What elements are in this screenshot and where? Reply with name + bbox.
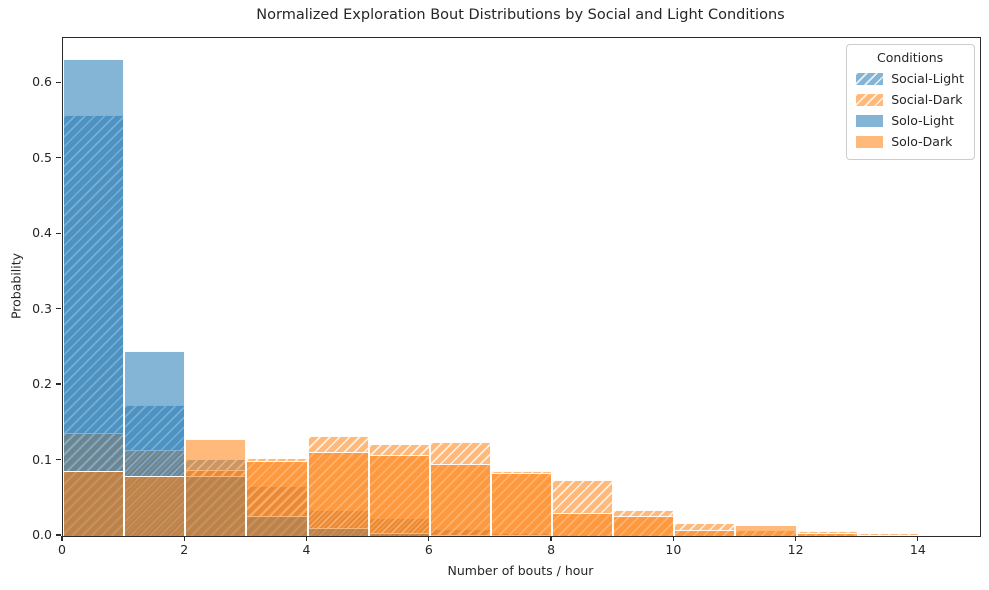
legend-title: Conditions xyxy=(877,50,944,65)
legend: Conditions Social-Light Social-Dark Solo-L… xyxy=(846,44,975,160)
solid-swatch-icon xyxy=(856,135,884,148)
bars-layer xyxy=(63,38,980,536)
solid-swatch-icon xyxy=(856,114,884,127)
x-tick-mark xyxy=(305,536,308,541)
x-tick-mark xyxy=(795,536,797,541)
x-tick-mark xyxy=(672,536,674,541)
x-tick-label: 6 xyxy=(424,542,433,557)
histogram-bar xyxy=(552,512,614,536)
y-tick-label: 0.6 xyxy=(32,74,52,90)
x-tick-label: 8 xyxy=(547,542,556,557)
y-tick-mark xyxy=(56,232,61,234)
x-axis-label: Number of bouts / hour xyxy=(447,563,594,578)
histogram-bar xyxy=(307,451,369,536)
legend-rows: Social-Light Social-Dark Solo-Light Solo-Da… xyxy=(856,68,964,152)
hatched-swatch-icon xyxy=(856,72,884,85)
histogram-bar xyxy=(857,532,919,536)
x-tick-label: 0 xyxy=(58,542,66,557)
x-tick-label: 12 xyxy=(787,542,804,557)
y-tick-label: 0.0 xyxy=(32,527,52,542)
legend-row: Social-Light xyxy=(856,68,964,89)
x-tick-mark xyxy=(61,536,63,541)
histogram-bar xyxy=(429,463,491,536)
histogram-bar xyxy=(124,476,186,536)
y-tick-label: 0.2 xyxy=(32,376,52,392)
x-tick-mark xyxy=(183,536,185,541)
hatched-swatch-icon xyxy=(856,93,884,106)
y-tick-label: 0.5 xyxy=(32,149,52,165)
histogram-bar xyxy=(490,472,553,536)
x-tick-mark xyxy=(428,536,430,541)
x-tick-mark xyxy=(917,536,919,541)
chart-title: Normalized Exploration Bout Distribution… xyxy=(256,7,785,23)
x-tick-label: 14 xyxy=(909,542,926,557)
legend-label: Social-Light xyxy=(891,71,964,86)
y-axis-label: Probability xyxy=(8,252,24,320)
histogram-bar xyxy=(63,471,125,536)
x-tick-label: 2 xyxy=(180,542,189,557)
histogram-bar xyxy=(185,439,247,536)
histogram-bar xyxy=(368,454,430,536)
x-tick-mark xyxy=(550,536,552,541)
histogram-bar xyxy=(735,524,797,536)
histogram-bar xyxy=(857,534,919,536)
y-tick-mark xyxy=(56,308,61,310)
y-tick-mark xyxy=(56,81,61,83)
x-tick-label: 10 xyxy=(665,542,682,557)
y-tick-mark xyxy=(56,534,61,536)
x-tick-label: 4 xyxy=(302,542,311,557)
legend-row: Solo-Dark xyxy=(856,131,964,152)
legend-label: Solo-Dark xyxy=(891,134,953,149)
y-tick-label: 0.1 xyxy=(32,451,52,467)
legend-label: Social-Dark xyxy=(891,92,963,107)
histogram-bar xyxy=(63,59,125,536)
y-tick-label: 0.3 xyxy=(32,300,52,316)
legend-row: Social-Dark xyxy=(856,89,964,110)
y-tick-label: 0.4 xyxy=(32,225,52,241)
y-tick-mark xyxy=(56,458,61,461)
histogram-bar xyxy=(918,535,980,536)
legend-row: Solo-Light xyxy=(856,110,964,131)
histogram-bar xyxy=(796,532,858,536)
plot-area: Conditions Social-Light Social-Dark Solo-L… xyxy=(62,37,981,537)
y-tick-mark xyxy=(56,383,61,385)
histogram-bar xyxy=(674,529,736,536)
histogram-bar xyxy=(246,460,308,536)
legend-label: Solo-Light xyxy=(891,113,954,128)
y-tick-mark xyxy=(56,157,61,159)
histogram-bar xyxy=(613,515,675,536)
